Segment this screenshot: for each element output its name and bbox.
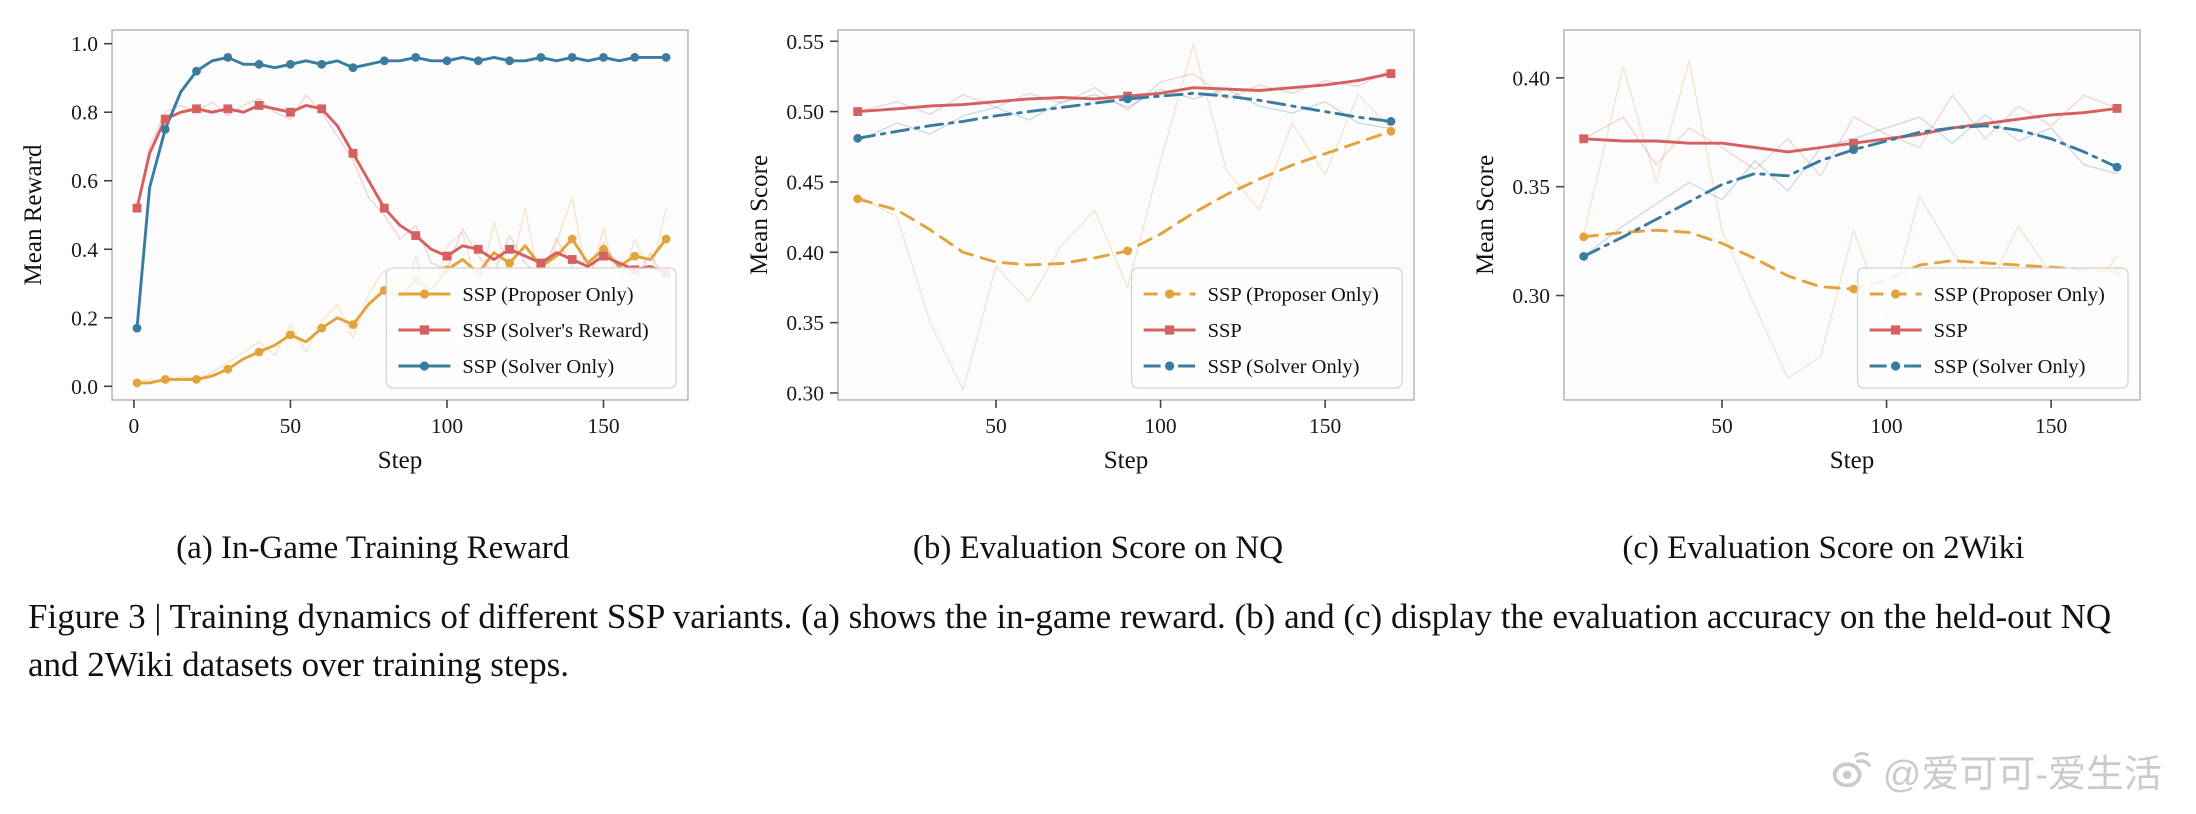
svg-text:0.45: 0.45	[786, 170, 824, 194]
svg-text:Step: Step	[1104, 447, 1148, 474]
svg-text:100: 100	[431, 414, 463, 438]
svg-text:Mean Score: Mean Score	[746, 155, 773, 275]
subcaption-c: (c) Evaluation Score on 2Wiki	[1622, 530, 2025, 566]
svg-text:0.30: 0.30	[786, 381, 824, 405]
chart-b-evaluation-score-nq: 50 100 150 0.30 0.35 0.40 0.45 0.50 0.55 Step Mean…	[746, 29, 1415, 474]
svg-text:SSP (Proposer Only): SSP (Proposer Only)	[462, 284, 633, 306]
svg-text:50: 50	[280, 414, 302, 438]
svg-text:SSP (Solver Only): SSP (Solver Only)	[462, 356, 614, 378]
svg-text:50: 50	[985, 414, 1007, 438]
svg-text:Step: Step	[378, 447, 422, 474]
svg-text:0.50: 0.50	[786, 100, 824, 124]
svg-text:0.40: 0.40	[786, 241, 824, 265]
svg-text:Mean Reward: Mean Reward	[20, 144, 47, 285]
watermark: @爱可可-爱生活	[1827, 743, 2162, 798]
svg-text:0.55: 0.55	[786, 30, 824, 54]
svg-text:0: 0	[129, 414, 140, 438]
chart-panel-b: 50 100 150 0.30 0.35 0.40 0.45 0.50 0.55 Step Mean…	[740, 14, 1440, 514]
charts-row: 0 50 100 150 0.0 0.2 0.4 0.6 0.8 1.0 Step Mean Rewa…	[14, 14, 2166, 514]
weibo-icon	[1832, 751, 1871, 787]
chart-panel-c: 50 100 150 0.30 0.35 0.40 Step Mean Score SSP (P…	[1466, 14, 2166, 514]
svg-text:150: 150	[2035, 414, 2067, 438]
svg-text:0.0: 0.0	[71, 375, 98, 399]
svg-text:SSP (Solver Only): SSP (Solver Only)	[1208, 356, 1360, 378]
svg-text:SSP (Proposer Only): SSP (Proposer Only)	[1208, 284, 1379, 306]
svg-text:Step: Step	[1830, 447, 1874, 474]
svg-text:0.4: 0.4	[71, 238, 98, 262]
subcaption-b: (b) Evaluation Score on NQ	[912, 530, 1284, 566]
chart-a-in-game-training-reward: 0 50 100 150 0.0 0.2 0.4 0.6 0.8 1.0 Step Mean Rewa…	[20, 29, 689, 474]
subcaption-a: (a) In-Game Training Reward	[176, 530, 570, 566]
figure-caption: Figure 3 | Training dynamics of differen…	[28, 597, 2112, 684]
svg-text:0.6: 0.6	[71, 169, 98, 193]
svg-text:SSP (Solver's Reward): SSP (Solver's Reward)	[462, 320, 648, 342]
svg-text:150: 150	[587, 414, 619, 438]
svg-text:SSP (Solver Only): SSP (Solver Only)	[1934, 356, 2086, 378]
subcaption-row: (a) In-Game Training Reward (b) Evaluati…	[0, 514, 2196, 567]
svg-text:0.40: 0.40	[1512, 66, 1550, 90]
watermark-text: @爱可可-爱生活	[1882, 754, 2162, 796]
svg-text:1.0: 1.0	[71, 32, 98, 56]
svg-text:0.8: 0.8	[71, 101, 98, 125]
svg-text:Mean Score: Mean Score	[1472, 155, 1499, 275]
svg-text:SSP: SSP	[1934, 320, 1968, 342]
svg-text:50: 50	[1711, 414, 1733, 438]
chart-c-evaluation-score-2wiki: 50 100 150 0.30 0.35 0.40 Step Mean Score SSP (P…	[1472, 29, 2141, 474]
svg-text:0.30: 0.30	[1512, 284, 1550, 308]
svg-text:100: 100	[1144, 414, 1176, 438]
svg-text:100: 100	[1870, 414, 1902, 438]
svg-text:0.35: 0.35	[786, 311, 824, 335]
svg-text:SSP (Proposer Only): SSP (Proposer Only)	[1934, 284, 2105, 306]
svg-text:0.35: 0.35	[1512, 175, 1550, 199]
svg-text:0.2: 0.2	[71, 306, 98, 330]
svg-text:SSP: SSP	[1208, 320, 1242, 342]
chart-panel-a: 0 50 100 150 0.0 0.2 0.4 0.6 0.8 1.0 Step Mean Rewa…	[14, 14, 714, 514]
svg-text:150: 150	[1309, 414, 1341, 438]
